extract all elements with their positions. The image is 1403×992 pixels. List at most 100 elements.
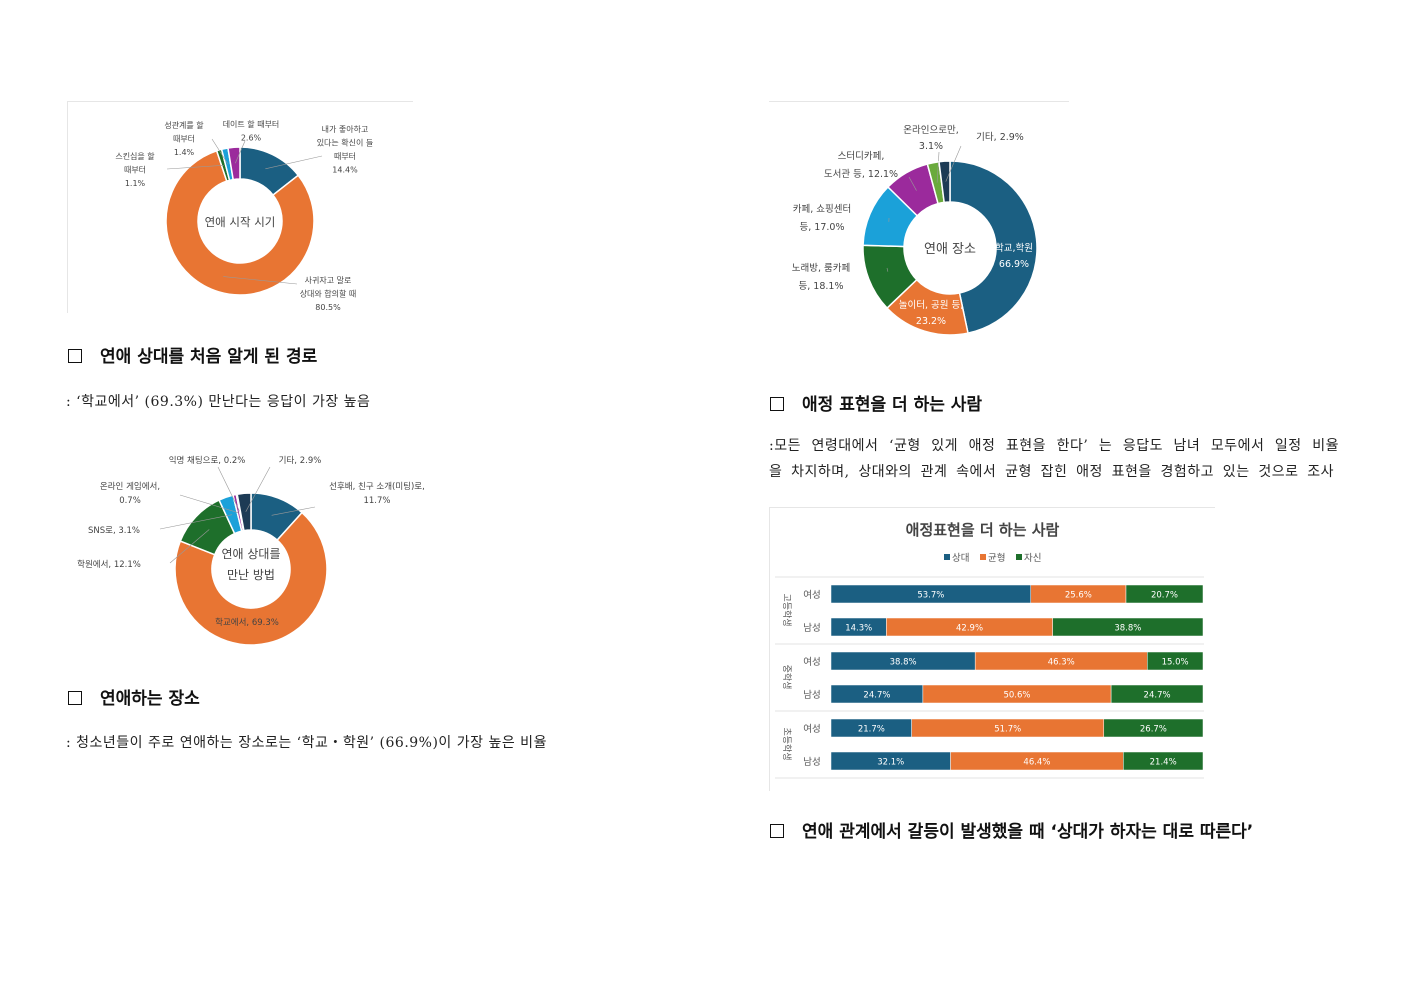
slice-label: 익명 채팅으로, 0.2%	[169, 455, 246, 466]
legend-swatch	[944, 554, 950, 560]
row-label: 여성	[803, 723, 820, 735]
donut-chart-start-time: 내가 좋아하고 있다는 확신이 들 때부터 14.4% 사귀자고 말로 상대와 합의할 때…	[115, 119, 374, 312]
slice-label: 사귀자고 말로 상대와 합의할 때 80.5%	[300, 275, 357, 312]
bar-value-label: 46.4%	[1023, 758, 1050, 768]
heading-place: 연애하는 장소	[68, 684, 200, 709]
slice-label: 기타, 2.9%	[976, 132, 1024, 143]
leader-line	[886, 267, 889, 272]
heading-path-text: 연애 상대를 처음 알게 된 경로	[100, 347, 318, 367]
bar-value-label: 20.7%	[1151, 591, 1178, 601]
donut-chart-place: 학교,학원 66.9% 놀이터, 공원 등, 23.2% 노래방, 룸카페 등, 18.1…	[792, 125, 1038, 336]
leader-line	[211, 138, 229, 165]
heading-conflict-text: 연애 관계에서 갈등이 발생했을 때 ‘상대가 하자는 대로 따른다’	[802, 822, 1254, 842]
row-label: 남성	[803, 623, 820, 634]
slice-label: 온라인 게임에서, 0.7%	[100, 481, 160, 506]
donut-hole	[212, 530, 290, 608]
leader-line	[169, 529, 210, 564]
leader-line	[234, 140, 246, 164]
slice-label: 선후배, 친구 소개(미팅)로, 11.7%	[329, 481, 425, 506]
chart-frame-top	[67, 101, 413, 102]
group-label: 고등학생	[781, 593, 792, 626]
chart-frame-top	[769, 101, 1069, 102]
slice-label: 스터디카페, 도서관 등, 12.1%	[824, 151, 898, 180]
group-label: 초등학생	[781, 727, 792, 760]
leader-line	[159, 514, 233, 530]
bar-value-label: 42.9%	[956, 624, 983, 634]
legend-label: 균형	[988, 553, 1005, 564]
bar-value-label: 21.4%	[1150, 758, 1177, 768]
chart-title: 연애 장소	[924, 242, 976, 257]
leader-line	[166, 165, 224, 170]
checkbox-square-icon	[770, 397, 784, 411]
row-label: 여성	[803, 656, 820, 668]
bar-value-label: 24.7%	[1144, 691, 1171, 701]
bar-value-label: 14.3%	[845, 624, 872, 634]
leader-line	[217, 466, 241, 513]
checkbox-square-icon	[770, 824, 784, 838]
bar-value-label: 38.8%	[1114, 624, 1141, 634]
bar-value-label: 26.7%	[1140, 725, 1167, 735]
slice-label: 성관계를 할 때부터 1.4%	[164, 120, 204, 157]
bar-value-label: 51.7%	[994, 725, 1021, 735]
slice-label: 온라인으로만, 3.1%	[903, 125, 958, 152]
heading-conflict: 연애 관계에서 갈등이 발생했을 때 ‘상대가 하자는 대로 따른다’	[770, 817, 1253, 842]
bar-value-label: 15.0%	[1162, 658, 1189, 668]
chart-title: 애정표현을 더 하는 사람	[906, 521, 1060, 539]
bar-segment	[1052, 617, 1204, 637]
bar-segment	[1125, 584, 1204, 604]
bar-segment	[1103, 718, 1204, 738]
text-affection-line1: :모든 연령대에서 ‘균형 있게 애정 표현을 한다’ 는 응답도 남녀 모두에…	[769, 438, 1339, 454]
bar-segment	[1123, 751, 1204, 771]
slice-label: 데이트 할 때부터 2.6%	[223, 119, 280, 143]
group-label: 중학생	[781, 665, 792, 690]
text-place: : 청소년들이 주로 연애하는 장소로는 ‘학교・학원’ (66.9%)이 가장…	[66, 735, 547, 751]
slice-label: 내가 좋아하고 있다는 확신이 들 때부터 14.4%	[317, 124, 374, 175]
leader-line	[271, 506, 316, 516]
slice-label: 학교,학원 66.9%	[995, 243, 1033, 270]
chart-frame-left	[769, 507, 770, 791]
heading-place-text: 연애하는 장소	[100, 689, 200, 709]
row-label: 남성	[803, 690, 820, 701]
slice-label: 학교에서, 69.3%	[215, 617, 279, 628]
bar-value-label: 46.3%	[1048, 658, 1075, 668]
bar-value-label: 50.6%	[1003, 691, 1030, 701]
legend-label: 상대	[952, 553, 969, 564]
checkbox-square-icon	[68, 349, 82, 363]
leader-line	[223, 276, 298, 285]
donut-chart-meeting-method: 선후배, 친구 소개(미팅)로, 11.7% 학교에서, 69.3% 학원에서, 12…	[77, 455, 425, 646]
text-affection-line2: 을 차지하며, 상대와의 관계 속에서 균형 잡힌 애정 표현을 경험하고 있는…	[769, 464, 1334, 480]
heading-path: 연애 상대를 처음 알게 된 경로	[68, 342, 317, 367]
donut-hole	[198, 179, 282, 263]
slice-label: SNS로, 3.1%	[88, 526, 140, 536]
bar-value-label: 25.6%	[1065, 591, 1092, 601]
legend-label: 자신	[1024, 553, 1041, 564]
bar-segment	[1110, 684, 1204, 704]
leader-line	[936, 151, 940, 183]
bar-value-label: 53.7%	[917, 591, 944, 601]
leader-line	[245, 466, 271, 512]
bar-value-label: 24.7%	[863, 691, 890, 701]
slice-label: 스킨십을 할 때부터 1.1%	[115, 151, 155, 188]
heading-affection-text: 애정 표현을 더 하는 사람	[802, 395, 983, 415]
bar-segment	[1147, 651, 1204, 671]
chart-frame-left	[67, 101, 68, 313]
legend-swatch	[980, 554, 986, 560]
leader-line	[179, 494, 239, 514]
heading-affection: 애정 표현을 더 하는 사람	[770, 390, 982, 415]
leader-line	[908, 176, 917, 191]
row-label: 여성	[803, 589, 820, 601]
bar-value-label: 38.8%	[890, 658, 917, 668]
bar-value-label: 21.7%	[858, 725, 885, 735]
leader-line	[945, 145, 962, 182]
chart-frame-top	[769, 507, 1215, 508]
slice-label: 노래방, 룸카페 등, 18.1%	[792, 263, 850, 292]
slice-label: 놀이터, 공원 등, 23.2%	[899, 300, 964, 327]
chart-title: 연애 상대를 만난 방법	[221, 547, 280, 582]
donut-hole	[904, 202, 996, 294]
slice-label: 기타, 2.9%	[279, 456, 322, 466]
chart-title: 연애 시작 시기	[205, 215, 276, 229]
legend-swatch	[1016, 554, 1022, 560]
bar-value-label: 32.1%	[877, 758, 904, 768]
slice-label: 학원에서, 12.1%	[77, 559, 141, 570]
